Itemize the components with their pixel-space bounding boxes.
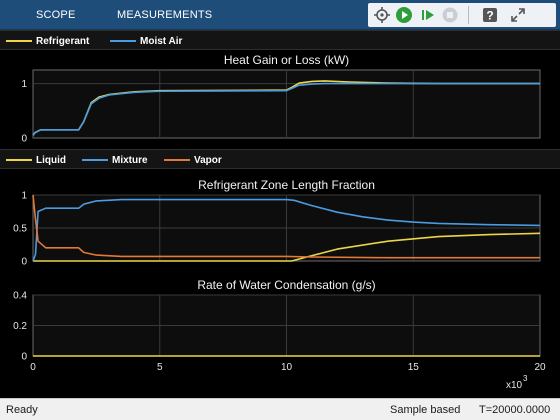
simulation-toolstrip: ? [368,3,556,27]
tab-measurements[interactable]: MEASUREMENTS [117,9,213,21]
svg-text:?: ? [486,9,493,23]
legend-heat: Refrigerant Moist Air [0,30,560,50]
status-mode: Sample based [390,404,461,416]
legend-line-moist-air [110,40,136,42]
legend-label-refrigerant: Refrigerant [36,35,90,47]
plot-title: Refrigerant Zone Length Fraction [198,178,375,192]
app-toolbar: SCOPE MEASUREMENTS [0,0,560,30]
y-tick-label: 0.2 [13,321,27,332]
legend-zone: Liquid Mixture Vapor [0,149,560,169]
plot-title: Heat Gain or Loss (kW) [224,53,349,67]
legend-label-moist-air: Moist Air [140,35,183,47]
y-tick-label: 1 [21,191,27,202]
x-tick-label: 5 [157,362,163,373]
series-line-mixture [32,198,541,262]
stop-icon [440,5,460,25]
step-forward-icon[interactable] [418,5,438,25]
y-tick-label: 0 [21,257,27,268]
x-tick-label: 15 [408,362,420,373]
plot-2: 0 0.2 0.4 Rate of Water Condensation (g/s) 0… [13,278,546,391]
legend-item-vapor[interactable]: Vapor [164,150,222,170]
status-time: T=20000.0000 [479,404,551,416]
x-exponent-power: 3 [523,374,528,383]
plot-title: Rate of Water Condensation (g/s) [197,278,375,292]
tab-scope[interactable]: SCOPE [36,9,76,21]
status-ready: Ready [6,404,38,416]
stiffness-icon[interactable] [372,5,392,25]
y-tick-label: 0.4 [13,291,27,302]
help-icon[interactable]: ? [480,5,500,25]
expand-icon[interactable] [508,5,528,25]
legend-label-liquid: Liquid [36,154,66,166]
legend-item-mixture[interactable]: Mixture [82,150,148,170]
legend-line-mixture [82,159,108,161]
plot-1: 0 0.5 1 Refrigerant Zone Length Fraction [13,178,541,268]
series-line-liquid [33,232,541,262]
run-icon[interactable] [394,5,414,25]
scope-display: Refrigerant Moist Air Liquid Mixture Vap… [0,30,560,398]
x-tick-label: 10 [281,362,293,373]
y-tick-label: 1 [21,79,27,90]
x-exponent-label: x10 [506,380,523,391]
x-tick-label: 20 [534,362,546,373]
legend-line-refrigerant [6,40,32,42]
legend-line-vapor [164,159,190,161]
y-tick-label: 0.5 [13,224,27,235]
legend-item-moist-air[interactable]: Moist Air [110,31,182,51]
y-tick-label: 0 [21,352,27,363]
series-line-moist-air [32,82,540,136]
legend-line-liquid [6,159,32,161]
series-line-vapor [32,194,540,259]
x-tick-label: 0 [30,362,36,373]
scope-plots: 0 1 Heat Gain or Loss (kW) 0 0.5 1 Refrigerant… [13,53,546,391]
y-tick-label: 0 [21,134,27,145]
status-bar: Ready Sample based T=20000.0000 [0,398,560,420]
legend-item-liquid[interactable]: Liquid [6,150,66,170]
legend-label-vapor: Vapor [194,154,222,166]
plot-0: 0 1 Heat Gain or Loss (kW) [21,53,541,145]
legend-item-refrigerant[interactable]: Refrigerant [6,31,89,51]
legend-label-mixture: Mixture [112,154,148,166]
